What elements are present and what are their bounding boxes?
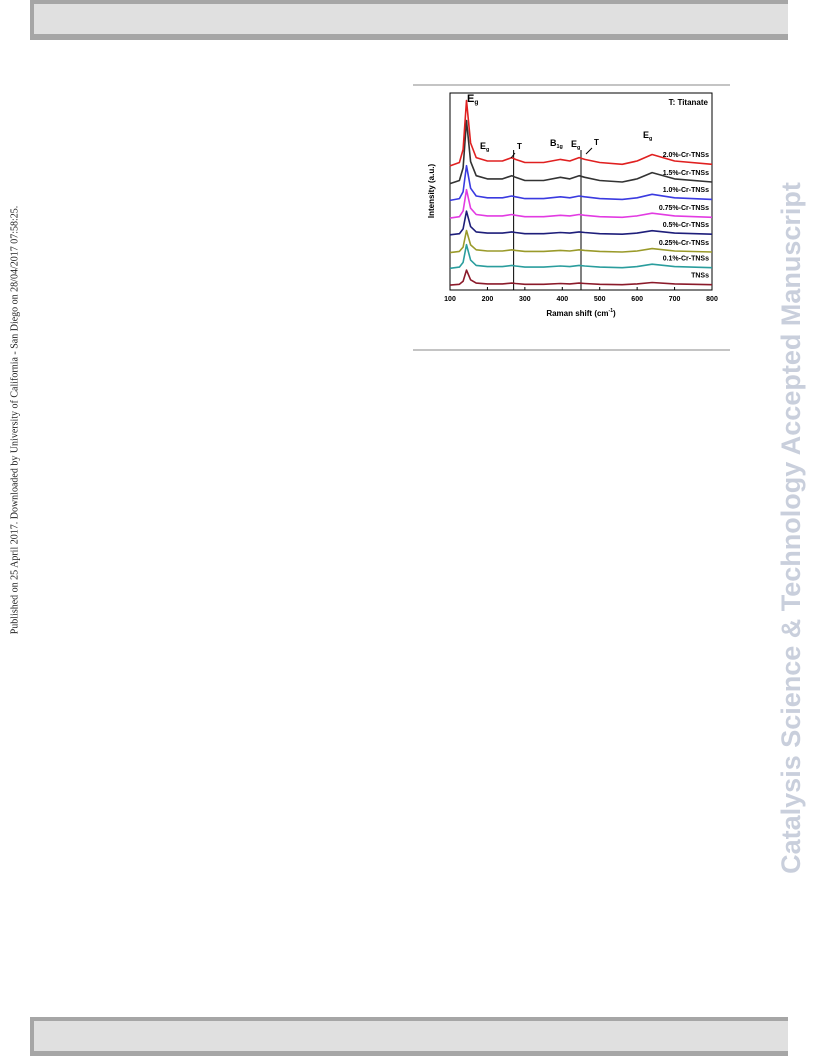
header-inner [34,4,788,34]
series-label: 1.0%-Cr-TNSs [663,187,709,194]
side-note: Published on 25 April 2017. Downloaded b… [9,206,20,635]
x-axis-label-sup: -1 [609,308,614,314]
spectrum-line [449,269,713,286]
spectrum-line [449,229,713,254]
peak-annotation: T [594,138,599,147]
x-tick-label: 100 [444,296,456,303]
series-label: 0.75%-Cr-TNSs [659,205,709,212]
x-tick-label: 200 [482,296,494,303]
peak-annotation: Eg [571,139,580,151]
peak-annotation: B1g [550,138,563,150]
footer-inner [34,1021,788,1051]
annotation-sub: g [577,145,580,151]
x-tick-label: 500 [594,296,606,303]
annotation-sub: g [486,147,489,153]
series-label: 2.0%-Cr-TNSs [663,152,709,159]
series-label: 0.5%-Cr-TNSs [663,222,709,229]
x-axis-label: Raman shift (cm-1) [546,308,616,318]
annotation-text: E [643,130,649,140]
y-axis-label: Intensity (a.u.) [427,164,436,219]
series-label: 0.1%-Cr-TNSs [663,256,709,263]
annotation-sub: g [474,99,478,106]
spectrum-line [449,119,713,185]
annotation-sub: 1g [557,144,563,150]
spectrum-line [449,188,713,219]
annotation-arrow [585,147,593,155]
watermark: Catalysis Science & Technology Accepted … [776,182,806,874]
series-label: 0.25%-Cr-TNSs [659,240,709,247]
peak-annotation: T [517,142,522,151]
annotation-text: B [550,138,557,148]
spectrum-line [449,210,713,236]
peak-annotation: Eg [480,141,489,153]
x-tick-label: 700 [669,296,681,303]
chart-note: T: Titanate [669,98,709,107]
peak-annotation: Eg [467,93,478,106]
annotation-text: E [571,139,577,149]
x-tick-label: 300 [519,296,531,303]
spectrum-line [449,99,713,167]
peak-annotation: Eg [643,130,652,142]
series-label: 1.5%-Cr-TNSs [663,170,709,177]
series-label: TNSs [691,273,709,280]
annotation-text: T [594,138,599,147]
spectrum-line [449,243,713,270]
x-axis-label-end: ) [613,309,616,318]
x-tick-label: 800 [706,296,718,303]
spectrum-line [449,164,713,202]
x-axis-label-text: Raman shift (cm [546,309,608,318]
annotation-text: E [480,141,486,151]
x-tick-label: 400 [556,296,568,303]
annotation-arrow [510,152,516,159]
annotation-sub: g [649,136,652,142]
annotation-text: E [467,93,474,105]
x-tick-label: 600 [631,296,643,303]
annotation-text: T [517,142,522,151]
